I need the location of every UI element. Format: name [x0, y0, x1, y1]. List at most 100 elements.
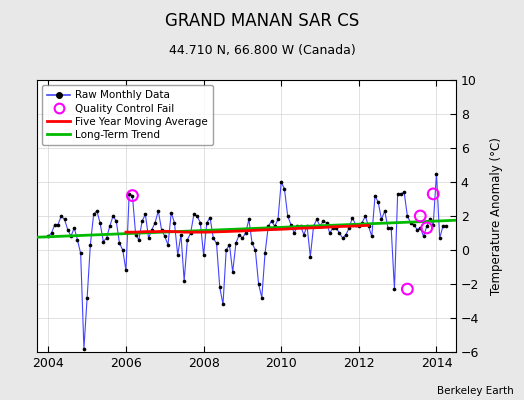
Point	[387, 225, 396, 231]
Point	[422, 223, 431, 229]
Point	[245, 216, 253, 222]
Point	[306, 254, 314, 260]
Point	[63, 226, 72, 233]
Point	[413, 226, 421, 233]
Point	[67, 233, 75, 240]
Point	[96, 220, 104, 226]
Point	[86, 242, 94, 248]
Point	[439, 223, 447, 229]
Point	[384, 225, 392, 231]
Point	[309, 223, 318, 229]
Point	[355, 223, 363, 229]
Point	[212, 240, 221, 246]
Point	[60, 216, 69, 222]
Point	[109, 213, 117, 219]
Point	[122, 267, 130, 274]
Point	[264, 223, 272, 229]
Point	[167, 210, 176, 216]
Point	[364, 223, 373, 229]
Point	[403, 286, 411, 292]
Point	[371, 192, 379, 199]
Point	[429, 191, 438, 197]
Point	[352, 221, 360, 228]
Point	[367, 233, 376, 240]
Point	[345, 225, 353, 231]
Point	[348, 214, 356, 221]
Point	[416, 213, 424, 219]
Point	[154, 208, 162, 214]
Point	[51, 221, 59, 228]
Point	[277, 179, 286, 185]
Point	[180, 278, 188, 284]
Point	[416, 225, 424, 231]
Point	[270, 223, 279, 229]
Point	[297, 223, 305, 229]
Point	[290, 230, 298, 236]
Point	[335, 230, 344, 236]
Point	[419, 233, 428, 240]
Point	[303, 223, 311, 229]
Point	[54, 221, 62, 228]
Point	[215, 284, 224, 290]
Point	[173, 252, 182, 258]
Point	[90, 211, 98, 218]
Point	[426, 216, 434, 222]
Point	[313, 216, 321, 222]
Point	[128, 192, 137, 199]
Point	[148, 226, 156, 233]
Point	[407, 220, 415, 226]
Point	[380, 208, 389, 214]
Point	[93, 208, 101, 214]
Point	[206, 214, 214, 221]
Point	[329, 225, 337, 231]
Point	[70, 225, 79, 231]
Point	[132, 232, 140, 238]
Point	[390, 286, 399, 292]
Point	[209, 235, 217, 241]
Point	[170, 220, 179, 226]
Point	[238, 235, 247, 241]
Point	[102, 235, 111, 241]
Point	[225, 242, 234, 248]
Point	[258, 294, 266, 301]
Point	[200, 252, 208, 258]
Point	[261, 250, 269, 257]
Point	[193, 213, 201, 219]
Point	[203, 220, 211, 226]
Point	[118, 247, 127, 253]
Point	[222, 247, 231, 253]
Point	[429, 221, 438, 228]
Point	[322, 220, 331, 226]
Point	[219, 301, 227, 308]
Point	[138, 218, 146, 224]
Point	[410, 221, 418, 228]
Point	[397, 191, 405, 197]
Point	[145, 235, 153, 241]
Point	[342, 232, 350, 238]
Point	[177, 232, 185, 238]
Point	[115, 240, 124, 246]
Point	[99, 238, 107, 245]
Point	[316, 223, 324, 229]
Point	[44, 233, 52, 240]
Text: GRAND MANAN SAR CS: GRAND MANAN SAR CS	[165, 12, 359, 30]
Point	[73, 237, 82, 243]
Point	[80, 345, 88, 352]
Point	[242, 230, 250, 236]
Point	[332, 225, 341, 231]
Point	[157, 226, 166, 233]
Point	[293, 223, 302, 229]
Point	[128, 192, 137, 199]
Point	[135, 237, 143, 243]
Text: Berkeley Earth: Berkeley Earth	[437, 386, 514, 396]
Point	[403, 213, 411, 219]
Point	[422, 225, 431, 231]
Point	[325, 230, 334, 236]
Point	[57, 213, 66, 219]
Point	[105, 223, 114, 229]
Point	[112, 218, 121, 224]
Point	[187, 230, 195, 236]
Point	[319, 218, 328, 224]
Point	[442, 223, 450, 229]
Point	[228, 269, 237, 275]
